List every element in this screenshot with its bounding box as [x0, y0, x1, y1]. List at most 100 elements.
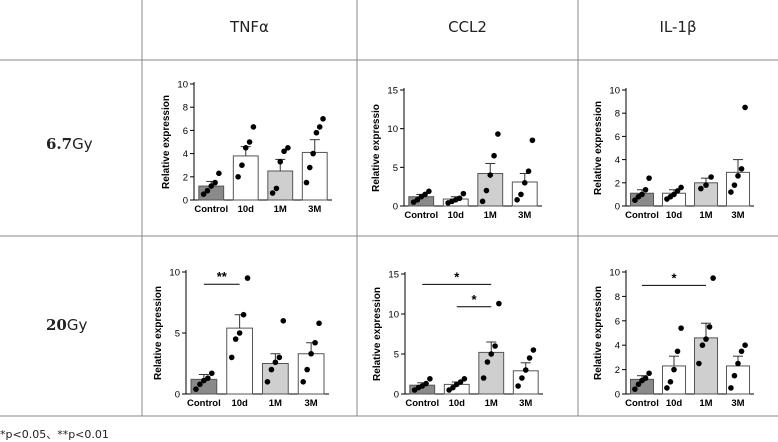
x-tick-label: 1M	[699, 398, 712, 409]
x-tick-label: 3M	[731, 210, 744, 221]
x-tick-label: Control	[405, 398, 439, 409]
data-point	[671, 191, 677, 198]
y-tick-label: 8	[183, 103, 188, 114]
data-point	[310, 150, 316, 157]
data-point	[276, 354, 283, 361]
x-tick-label: Control	[625, 398, 659, 409]
data-point	[742, 104, 748, 111]
y-tick-label: 0	[394, 390, 399, 401]
data-point	[646, 175, 652, 181]
x-tick-label: 1M	[485, 398, 498, 409]
data-point	[456, 195, 463, 202]
data-point	[742, 342, 748, 348]
column-header-tnfa: TNFα	[230, 18, 269, 36]
y-tick-label: 4	[183, 149, 188, 160]
data-point	[197, 381, 203, 388]
chart-6-7gy-tnfa: Relative expression 0 2 4 6 8 10 Control 10d 1M 3M	[160, 76, 340, 226]
data-point	[204, 187, 211, 194]
y-tick-label: 0	[615, 202, 620, 213]
x-tick-label: 1M	[269, 398, 282, 409]
x-tick-label: 10d	[231, 398, 248, 409]
data-point	[530, 347, 537, 353]
data-point	[423, 380, 429, 387]
data-point	[731, 182, 738, 188]
y-tick-label: 6	[615, 316, 620, 327]
data-point	[728, 189, 734, 195]
y-tick-label: 0	[183, 196, 188, 207]
y-tick-label: 4	[615, 341, 620, 352]
data-point	[281, 148, 287, 155]
y-tick-label: 4	[615, 155, 620, 166]
significance-label: *	[454, 269, 460, 284]
y-tick-label: 0	[175, 390, 180, 401]
y-tick-label: 0	[393, 202, 398, 213]
dose-unit: Gy	[72, 135, 93, 153]
data-point	[703, 336, 709, 342]
data-point	[696, 360, 702, 367]
data-point	[646, 370, 652, 377]
data-point	[664, 385, 670, 391]
chart-20gy-il1b: Relative expression 0 2 4 6 8 10 Control 10d 1M 3M…	[592, 264, 762, 420]
data-point	[264, 379, 271, 385]
data-point	[642, 375, 649, 381]
y-tick-label: 8	[615, 292, 620, 303]
data-point	[487, 172, 494, 178]
data-point	[212, 179, 218, 186]
data-point	[313, 129, 320, 136]
x-tick-label: 10d	[238, 204, 255, 215]
significance-footnote: *p<0.05、**p<0.01	[0, 428, 109, 441]
x-tick-label: Control	[404, 210, 438, 221]
x-tick-label: 1M	[484, 210, 497, 221]
data-point	[708, 174, 714, 180]
data-point	[514, 197, 520, 203]
data-point	[239, 162, 245, 168]
chart-20gy-tnfa: Relative expression 0 5 10 Control 10d 1M 3M **	[152, 264, 337, 420]
data-point	[515, 383, 521, 389]
data-point	[728, 385, 734, 391]
y-tick-label: 5	[394, 350, 399, 361]
data-point	[667, 379, 674, 385]
data-point	[488, 351, 495, 357]
y-tick-label: 10	[387, 124, 398, 135]
dose-value: 6.7	[46, 135, 73, 153]
y-tick-label: 10	[177, 80, 188, 91]
data-point	[273, 185, 280, 192]
y-tick-label: 10	[609, 268, 620, 279]
y-tick-label: 6	[183, 126, 188, 137]
significance-label: *	[471, 292, 477, 307]
y-axis-label: Relative expression	[593, 101, 604, 195]
data-point	[250, 124, 257, 130]
bar	[226, 327, 253, 395]
data-point	[496, 300, 502, 307]
data-point	[671, 366, 677, 373]
data-point	[272, 359, 279, 366]
data-point	[414, 197, 421, 203]
data-point	[526, 355, 533, 361]
y-axis-label: Relative expressio	[371, 104, 382, 192]
x-tick-label: Control	[187, 398, 221, 409]
y-tick-label: 0	[615, 390, 620, 401]
y-tick-label: 2	[615, 178, 620, 189]
y-tick-label: 10	[609, 86, 620, 97]
data-point	[480, 375, 487, 381]
chart-6-7gy-il1b: Relative expression 0 2 4 6 8 10 Control 10d 1M 3M	[592, 82, 762, 232]
data-point	[698, 185, 704, 192]
data-point	[525, 168, 532, 174]
data-point	[312, 339, 318, 346]
data-point	[731, 372, 738, 379]
data-point	[205, 375, 211, 381]
y-tick-label: 15	[388, 270, 399, 281]
data-point	[529, 137, 536, 144]
data-point	[479, 198, 486, 205]
data-point	[635, 381, 642, 388]
data-point	[300, 379, 307, 385]
data-point	[483, 187, 490, 194]
data-point	[426, 188, 432, 195]
data-point	[639, 191, 645, 198]
x-tick-label: 10d	[448, 210, 465, 221]
data-point	[642, 186, 649, 193]
bar	[301, 151, 328, 201]
data-point	[285, 145, 291, 151]
x-tick-label: Control	[194, 204, 228, 215]
data-point	[674, 188, 681, 194]
